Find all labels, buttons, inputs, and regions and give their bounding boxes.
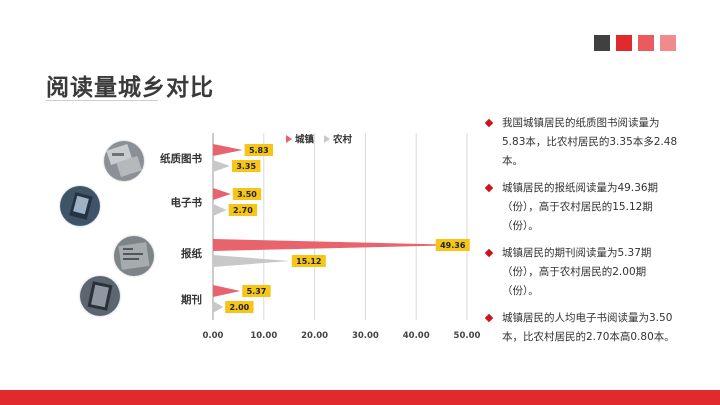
- category-label: 期刊: [181, 293, 202, 306]
- category-label: 电子书: [171, 196, 203, 209]
- page-title: 阅读量城乡对比: [46, 75, 214, 101]
- value-label-box: [232, 188, 262, 200]
- legend-label: 农村: [332, 134, 353, 146]
- legend-marker: [286, 135, 292, 143]
- bullet-item-3: 城镇居民的期刊阅读量为5.37期（份），高于农村居民的2.00期（份）。: [484, 244, 682, 301]
- value-label: 2.70: [233, 206, 253, 215]
- swatch-dark: [594, 35, 610, 51]
- bar-urban: [213, 239, 464, 251]
- bar-urban: [213, 144, 243, 156]
- value-label: 5.83: [249, 146, 269, 155]
- ereader-photo: [60, 186, 100, 226]
- x-tick-label: 30.00: [352, 331, 379, 341]
- bullet-item-2: 城镇居民的报纸阅读量为49.36期（份），高于农村居民的15.12期（份）。: [484, 179, 682, 236]
- color-swatches: [594, 35, 676, 51]
- books-photo-image: [104, 141, 144, 181]
- bullet-list: 我国城镇居民的纸质图书阅读量为5.83本，比农村居民的3.35本多2.48本。 …: [484, 114, 682, 355]
- newspaper-photo-image: [114, 236, 154, 276]
- value-label-box: [232, 160, 261, 172]
- swatch-medium-red: [638, 35, 654, 51]
- value-label-box: [435, 239, 470, 251]
- magazine-photo-image: [80, 276, 120, 316]
- bullet-item-4: 城镇居民的人均电子书阅读量为3.50本，比农村居民的2.70本高0.80本。: [484, 309, 682, 347]
- books-photo: [104, 141, 144, 181]
- legend-marker: [324, 135, 330, 143]
- x-tick-label: 0.00: [203, 331, 224, 341]
- bullet-item-1: 我国城镇居民的纸质图书阅读量为5.83本，比农村居民的3.35本多2.48本。: [484, 114, 682, 171]
- value-label: 49.36: [440, 241, 466, 250]
- diamond-bullet-icon: [484, 118, 494, 128]
- bullet-text: 城镇居民的期刊阅读量为5.37期（份），高于农村居民的2.00期（份）。: [502, 247, 652, 297]
- value-label: 3.35: [236, 162, 256, 171]
- bar-urban: [213, 188, 231, 200]
- magazine-photo: [80, 276, 120, 316]
- legend-label: 城镇: [295, 134, 315, 146]
- bar-rural: [213, 160, 231, 172]
- diamond-bullet-icon: [484, 183, 494, 193]
- ereader-photo-image: [60, 186, 100, 226]
- diamond-bullet-icon: [484, 248, 494, 258]
- x-tick-label: 40.00: [403, 331, 430, 341]
- bar-rural: [213, 255, 290, 267]
- bar-rural: [213, 301, 224, 313]
- swatch-red: [616, 35, 632, 51]
- value-label: 5.37: [247, 287, 267, 296]
- value-label-box: [225, 301, 254, 313]
- bullet-text: 我国城镇居民的纸质图书阅读量为5.83本，比农村居民的3.35本多2.48本。: [502, 117, 678, 167]
- bullet-text: 城镇居民的报纸阅读量为49.36期（份），高于农村居民的15.12期（份）。: [502, 182, 659, 232]
- swatch-light-red: [660, 35, 676, 51]
- x-tick-label: 10.00: [250, 331, 277, 341]
- category-label: 纸质图书: [160, 152, 202, 165]
- bullet-text: 城镇居民的人均电子书阅读量为3.50本，比农村居民的2.70本高0.80本。: [502, 312, 675, 343]
- value-label-box: [228, 204, 258, 216]
- bar-rural: [213, 204, 227, 216]
- newspaper-photo: [114, 236, 154, 276]
- bottom-accent-bar: [0, 390, 720, 405]
- title-underline: [46, 100, 158, 101]
- value-label: 3.50: [237, 190, 257, 199]
- category-label: 报纸: [181, 247, 202, 260]
- value-label-box: [291, 255, 326, 267]
- value-label-box: [244, 144, 274, 156]
- value-label: 2.00: [229, 303, 249, 312]
- diamond-bullet-icon: [484, 313, 494, 323]
- value-label: 15.12: [296, 257, 321, 266]
- x-tick-label: 50.00: [454, 331, 481, 341]
- bar-urban: [213, 285, 241, 297]
- x-tick-label: 20.00: [301, 331, 328, 341]
- value-label-box: [242, 285, 271, 297]
